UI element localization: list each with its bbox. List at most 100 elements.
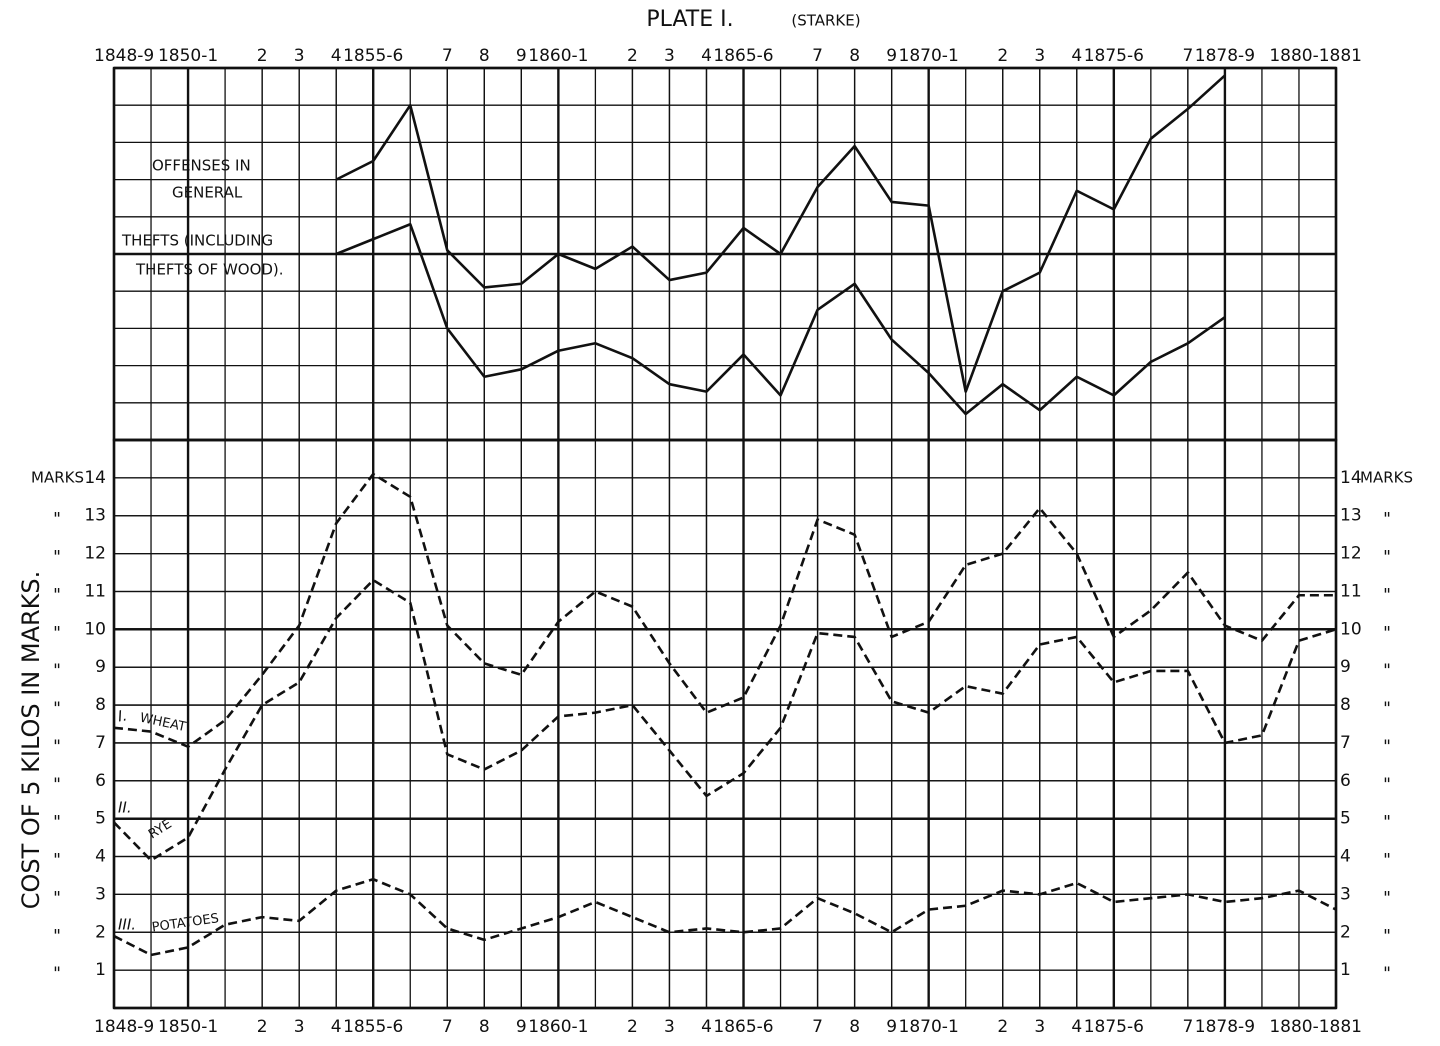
y-tick-label: 12 [84,544,106,564]
ditto-mark: " [53,585,61,605]
x-tick-label: 2 [257,1017,268,1037]
series-label: RYE [146,817,175,843]
ditto-mark: " [53,775,61,795]
ditto-mark-right: " [1383,813,1391,833]
x-tick-label: 3 [1034,1017,1045,1037]
x-tick-label: 1860-1 [528,46,588,66]
y-unit-label-right: MARKS [1360,468,1413,486]
y-tick-label-right: 5 [1340,809,1351,829]
series-line [113,472,1336,749]
ditto-mark-right: " [1383,510,1391,530]
x-tick-label: 3 [294,1017,305,1037]
ditto-mark-right: " [1383,964,1391,984]
y-tick-label-right: 12 [1340,544,1362,564]
series-line [113,877,1337,957]
ditto-mark: " [53,737,61,757]
x-tick-label: 1855-6 [343,1017,403,1037]
x-tick-label: 7 [1182,46,1193,66]
series-label: GENERAL [172,184,243,202]
ditto-mark: " [53,926,61,946]
x-tick-label: 1878-9 [1195,46,1255,66]
y-tick-label-right: 7 [1340,733,1351,753]
x-tick-label: 1865-6 [713,46,773,66]
x-tick-label: 2 [997,1017,1008,1037]
ditto-mark: " [53,813,61,833]
x-tick-label: 1848-9 [94,46,154,66]
x-tick-label: 1850-1 [158,1017,218,1037]
y-tick-label: 9 [95,657,106,677]
y-tick-label-right: 8 [1340,695,1351,715]
x-tick-label: 8 [849,46,860,66]
x-tick-label: 1855-6 [343,46,403,66]
series-line [113,578,1337,862]
x-tick-label: 9 [516,1017,527,1037]
x-tick-label: 2 [997,46,1008,66]
x-tick-label: 2 [627,1017,638,1037]
x-tick-label: 7 [1182,1017,1193,1037]
x-tick-label: 1875-6 [1084,1017,1144,1037]
x-tick-label: 4 [1071,46,1082,66]
ditto-mark-right: " [1383,699,1391,719]
x-tick-label: 4 [1071,1017,1082,1037]
y-tick-label: 7 [95,733,106,753]
series-label: THEFTS (INCLUDING [121,232,273,250]
ditto-mark: " [53,888,61,908]
x-tick-label: 1880-1881 [1269,1017,1362,1037]
series-line [335,222,1226,416]
y-tick-label-right: 11 [1340,581,1362,601]
y-tick-label-right: 13 [1340,506,1362,526]
x-tick-label: 1875-6 [1084,46,1144,66]
y-tick-label-right: 10 [1340,619,1362,639]
y-tick-label: 5 [95,809,106,829]
plot-frame [112,438,1338,1010]
x-tick-label: 3 [664,1017,675,1037]
x-tick-label: 7 [812,46,823,66]
series-numeral: II. [118,799,132,817]
y-tick-label-right: 4 [1340,847,1351,867]
y-tick-label: 3 [95,884,106,904]
y-tick-label-right: 2 [1340,922,1351,942]
x-tick-label: 3 [294,46,305,66]
x-tick-label: 1865-6 [713,1017,773,1037]
ditto-mark-right: " [1383,851,1391,871]
y-tick-label-right: 1 [1340,960,1351,980]
x-tick-label: 4 [331,1017,342,1037]
y-tick-label: 10 [84,619,106,639]
series-numeral: III. [118,916,136,934]
series-label: OFFENSES IN [152,157,251,175]
x-tick-label: 2 [257,46,268,66]
y-axis-title: COST OF 5 KILOS IN MARKS. [17,571,45,910]
x-tick-label: 1860-1 [528,1017,588,1037]
y-tick-label: 8 [95,695,106,715]
ditto-mark: " [53,510,61,530]
x-tick-label: 9 [516,46,527,66]
x-tick-label: 7 [442,1017,453,1037]
x-tick-label: 4 [331,46,342,66]
ditto-mark-right: " [1383,775,1391,795]
y-tick-label: 11 [84,581,106,601]
chart-subtitle: (STARKE) [791,12,860,30]
y-tick-label: 13 [84,506,106,526]
x-tick-label: 1870-1 [899,46,959,66]
ditto-mark: " [53,548,61,568]
x-tick-label: 9 [886,1017,897,1037]
ditto-mark-right: " [1383,585,1391,605]
y-tick-label-right: 3 [1340,884,1351,904]
x-tick-label: 9 [886,46,897,66]
x-tick-label: 1878-9 [1195,1017,1255,1037]
series-numeral: I. [117,706,129,725]
series-label: THEFTS OF WOOD). [135,261,284,279]
ditto-mark: " [53,851,61,871]
y-tick-label: 6 [95,771,106,791]
y-tick-label-right: 14 [1340,468,1362,488]
x-tick-label: 8 [479,46,490,66]
ditto-mark-right: " [1383,623,1391,643]
ditto-mark-right: " [1383,737,1391,757]
x-tick-label: 1870-1 [899,1017,959,1037]
x-tick-label: 8 [479,1017,490,1037]
ditto-mark: " [53,964,61,984]
x-tick-label: 7 [442,46,453,66]
x-tick-label: 4 [701,1017,712,1037]
